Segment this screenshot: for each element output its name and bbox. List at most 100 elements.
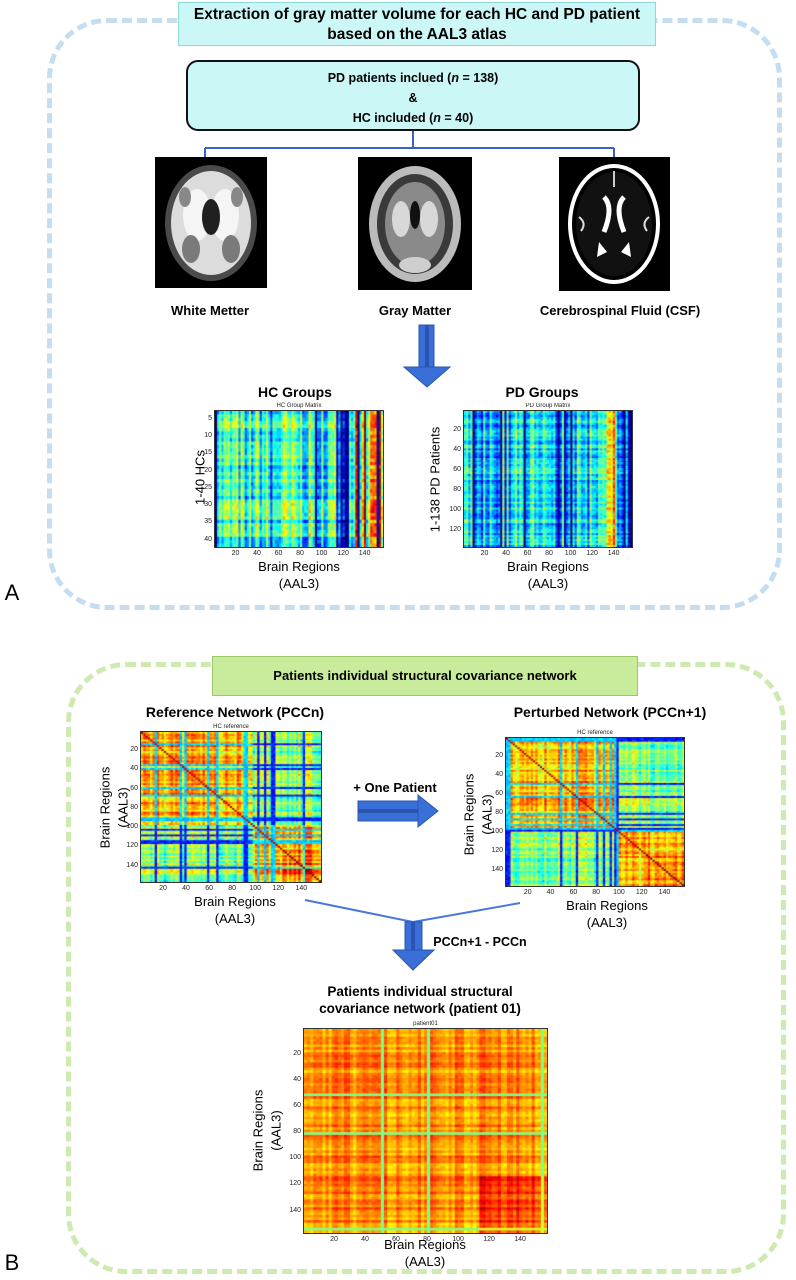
- tick-label: 10: [204, 432, 212, 440]
- panel-b-letter: B: [4, 1250, 20, 1275]
- tick-label: 60: [569, 889, 578, 896]
- panel-b-title: Patients individual structural covarianc…: [273, 668, 577, 683]
- tick-label: 20: [159, 885, 167, 892]
- pd-groups-heading: PD Groups: [505, 384, 579, 400]
- tick-label: 100: [249, 885, 262, 892]
- reference-matrix: [140, 731, 322, 883]
- tick-label: 40: [182, 885, 190, 892]
- gray-matter-label: Gray Matter: [378, 303, 452, 318]
- tick-label: 40: [130, 765, 138, 773]
- result-matrix: [303, 1028, 548, 1234]
- panel-b-title-box: Patients individual structural covarianc…: [212, 656, 638, 696]
- perturbed-heading: Perturbed Network (PCCn+1): [513, 704, 707, 720]
- tick-label: 140: [658, 889, 671, 896]
- pd-xlabel-2: (AAL3): [527, 576, 569, 591]
- tick-label: 100: [315, 550, 328, 557]
- tick-label: 20: [204, 466, 212, 474]
- tick-label: 40: [361, 1236, 369, 1243]
- perturbed-matrix: [505, 737, 685, 887]
- perturbed-matrix-title: HC reference: [577, 730, 613, 736]
- tick-label: 30: [204, 501, 212, 509]
- tick-label: 80: [423, 1236, 431, 1243]
- tick-label: 40: [204, 535, 212, 543]
- tick-label: 120: [289, 1180, 301, 1188]
- tick-label: 80: [130, 803, 138, 811]
- tick-label: 120: [586, 550, 598, 557]
- tick-label: 80: [453, 486, 461, 493]
- tick-label: 100: [289, 1154, 301, 1162]
- hc-group-matrix: [214, 410, 384, 548]
- tick-label: 5: [208, 414, 212, 422]
- tick-label: 20: [495, 751, 503, 759]
- tick-label: 120: [126, 842, 138, 850]
- pd-included-text: PD patients inclued (n = 138): [327, 71, 499, 85]
- result-matrix-title: patient01: [413, 1021, 438, 1027]
- tick-label: 140: [289, 1206, 301, 1214]
- tick-label: 140: [126, 861, 138, 869]
- tick-label: 100: [126, 823, 138, 831]
- tick-label: 100: [452, 1236, 464, 1243]
- hc-xlabel-2: (AAL3): [278, 576, 320, 591]
- tick-label: 40: [293, 1076, 301, 1084]
- tick-label: 40: [253, 550, 261, 557]
- tick-label: 60: [274, 550, 283, 557]
- tick-label: 100: [613, 889, 625, 896]
- tick-label: 60: [293, 1102, 301, 1110]
- tick-label: 20: [293, 1050, 301, 1058]
- tick-label: 80: [296, 550, 304, 557]
- result-xlabel-2: (AAL3): [404, 1254, 446, 1269]
- pd-group-matrix: [463, 410, 633, 548]
- reference-heading: Reference Network (PCCn): [145, 704, 325, 720]
- reference-xlabel-1: Brain Regions: [194, 894, 276, 909]
- tick-label: 20: [330, 1236, 338, 1243]
- hc-xlabel-1: Brain Regions: [258, 559, 340, 574]
- tick-label: 40: [546, 889, 555, 896]
- tick-label: 20: [523, 889, 532, 896]
- difference-label: PCCn+1 - PCCn: [433, 935, 527, 949]
- tick-label: 60: [205, 885, 213, 892]
- result-ylabel-2: (AAL3): [268, 1110, 284, 1151]
- tick-label: 35: [204, 518, 212, 526]
- tick-label: 60: [453, 466, 461, 473]
- tick-label: 60: [523, 550, 532, 557]
- tick-label: 100: [449, 506, 461, 513]
- reference-xlabel-2: (AAL3): [214, 911, 256, 926]
- tick-label: 40: [495, 770, 503, 778]
- tick-label: 120: [635, 889, 648, 896]
- tick-label: 140: [358, 550, 371, 557]
- tick-label: 60: [392, 1236, 400, 1243]
- result-ylabel-1: Brain Regions: [250, 1089, 266, 1172]
- perturbed-xlabel-2: (AAL3): [586, 915, 628, 930]
- tick-label: 60: [495, 789, 503, 797]
- perturbed-xlabel-1: Brain Regions: [566, 898, 648, 913]
- tick-label: 120: [491, 846, 503, 854]
- extraction-title: Extraction of gray matter volume for eac…: [193, 6, 641, 43]
- tick-label: 120: [337, 550, 349, 557]
- tick-label: 80: [293, 1128, 301, 1136]
- tick-label: 140: [514, 1236, 526, 1243]
- hc-matrix-title: HC Group Matrix: [276, 403, 322, 409]
- white-matter-label: White Metter: [171, 303, 249, 318]
- tick-label: 120: [483, 1236, 495, 1243]
- tick-label: 80: [592, 889, 601, 896]
- hc-groups-heading: HC Groups: [258, 384, 332, 400]
- result-xlabel-1: Brain Regions: [384, 1237, 466, 1252]
- tick-label: 140: [491, 865, 503, 873]
- tick-label: 80: [545, 550, 553, 557]
- tick-label: 20: [453, 426, 461, 433]
- tick-label: 100: [564, 550, 577, 557]
- tick-label: 25: [204, 483, 212, 491]
- extraction-title-box: Extraction of gray matter volume for eac…: [178, 2, 656, 46]
- tick-label: 60: [130, 784, 138, 792]
- result-heading-1: Patients individual structural: [327, 984, 513, 999]
- reference-matrix-title: HC reference: [213, 724, 249, 730]
- gray-matter-image: [358, 157, 472, 290]
- pd-matrix-title: PD Group Matrix: [525, 403, 571, 409]
- included-box: PD patients inclued (n = 138) & HC inclu…: [186, 60, 640, 131]
- hc-included-text: HC included (n = 40): [352, 111, 474, 125]
- tick-label: 140: [607, 550, 620, 557]
- tick-label: 100: [491, 827, 503, 835]
